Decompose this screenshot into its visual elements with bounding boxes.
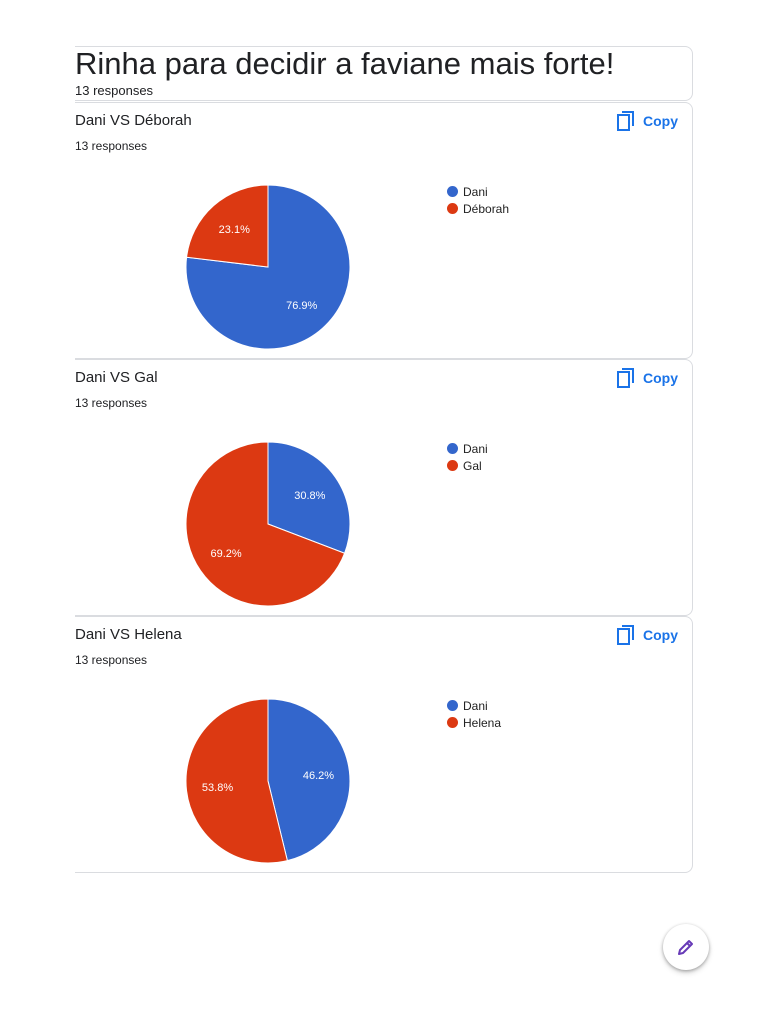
legend-label: Dani: [463, 184, 488, 199]
legend-item[interactable]: Dani: [447, 697, 501, 714]
pencil-icon: [678, 940, 693, 955]
form-title: Rinha para decidir a faviane mais forte!: [75, 46, 615, 81]
question-response-count: 13 responses: [75, 653, 148, 667]
legend-label: Dani: [463, 441, 488, 456]
legend-dot: [447, 443, 458, 454]
pie-chart: 30.8% 69.2%: [185, 441, 351, 607]
pie-slice-label: 69.2%: [211, 548, 242, 560]
form-response-count: 13 responses: [75, 83, 154, 98]
copy-chart-button[interactable]: Copy: [617, 623, 678, 647]
pie-slice-helena[interactable]: [185, 698, 288, 864]
legend-dot: [447, 460, 458, 471]
legend-item[interactable]: Gal: [447, 457, 488, 474]
legend-label: Helena: [463, 715, 502, 730]
legend-item[interactable]: Helena: [447, 714, 501, 731]
legend-label: Gal: [463, 458, 482, 473]
pie-slice-dani[interactable]: [267, 441, 351, 554]
chart-legend: Dani Helena: [447, 697, 501, 731]
legend-dot: [447, 203, 458, 214]
question-card-2: Dani VS Helena 13 responses Copy 46.2% 53…: [75, 616, 693, 873]
pie-slice-gal[interactable]: [185, 441, 346, 607]
pie-slice-label: 46.2%: [303, 770, 334, 782]
chart-legend: Dani Gal: [447, 440, 488, 474]
pie-slice-label: 76.9%: [286, 300, 317, 312]
legend-item[interactable]: Déborah: [447, 200, 509, 217]
pie-chart: 76.9% 23.1%: [185, 184, 351, 350]
legend-label: Dani: [463, 698, 488, 713]
legend-item[interactable]: Dani: [447, 440, 488, 457]
copy-chart-button[interactable]: Copy: [617, 109, 678, 133]
question-title: Dani VS Déborah: [75, 112, 192, 129]
chart-legend: Dani Déborah: [447, 183, 509, 217]
legend-item[interactable]: Dani: [447, 183, 509, 200]
copy-icon: [617, 111, 634, 131]
legend-dot: [447, 700, 458, 711]
legend-label: Déborah: [463, 201, 510, 216]
copy-label: Copy: [643, 627, 678, 643]
pie-slice-dani[interactable]: [267, 698, 351, 862]
form-header-card: Rinha para decidir a faviane mais forte!…: [75, 46, 693, 101]
copy-icon: [617, 368, 634, 388]
edit-fab-button[interactable]: [663, 924, 709, 970]
copy-icon: [617, 625, 634, 645]
pie-slice-label: 23.1%: [219, 224, 250, 236]
pie-chart: 46.2% 53.8%: [185, 698, 351, 864]
question-title: Dani VS Helena: [75, 626, 182, 643]
question-response-count: 13 responses: [75, 396, 148, 410]
legend-dot: [447, 717, 458, 728]
pie-slice-deborah[interactable]: [186, 184, 269, 268]
pie-slice-label: 53.8%: [202, 782, 233, 794]
question-title: Dani VS Gal: [75, 369, 158, 386]
legend-dot: [447, 186, 458, 197]
question-response-count: 13 responses: [75, 139, 148, 153]
copy-label: Copy: [643, 113, 678, 129]
question-card-1: Dani VS Gal 13 responses Copy 30.8% 69.2%…: [75, 359, 693, 616]
copy-label: Copy: [643, 370, 678, 386]
question-card-0: Dani VS Déborah 13 responses Copy 76.9% 2…: [75, 102, 693, 359]
copy-chart-button[interactable]: Copy: [617, 366, 678, 390]
pie-slice-label: 30.8%: [294, 490, 325, 502]
